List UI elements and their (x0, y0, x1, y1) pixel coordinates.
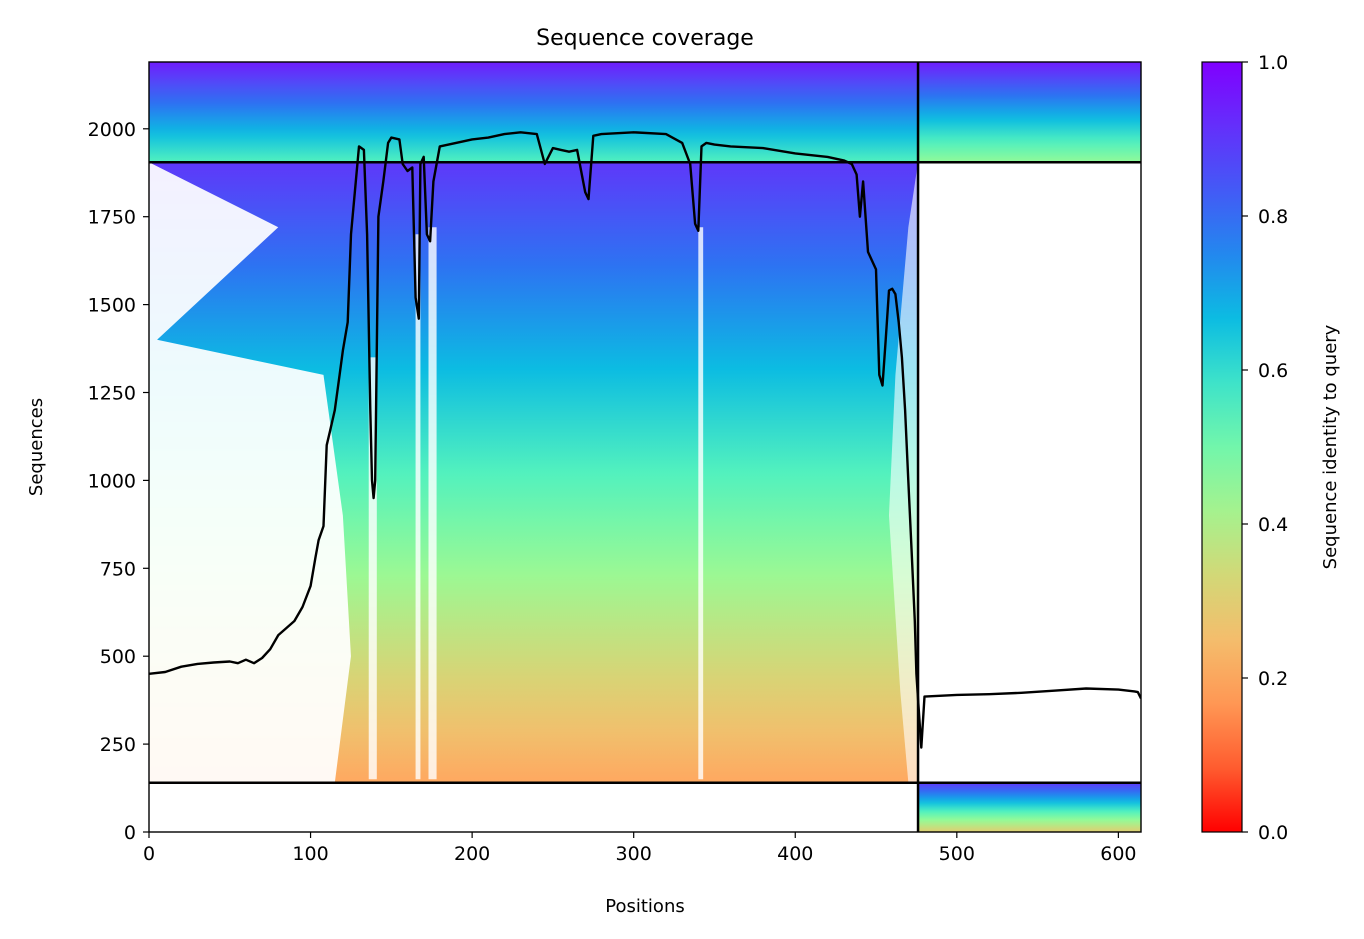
y-axis: 0 250 500 750 1000 1250 1500 1750 2000 (88, 119, 149, 844)
y-tick-label: 250 (100, 734, 136, 756)
x-tick-label: 500 (939, 843, 975, 865)
y-tick-label: 500 (100, 646, 136, 668)
gap-column (428, 227, 437, 780)
coverage-block (149, 62, 919, 163)
unaligned-region (888, 162, 919, 783)
gap-column (698, 227, 704, 780)
gap-column (415, 234, 421, 780)
colorbar-label: Sequence identity to query (1320, 324, 1341, 569)
y-tick-label: 750 (100, 558, 136, 580)
y-tick-label: 2000 (88, 119, 136, 141)
coverage-line (149, 131, 1141, 749)
coverage-block (918, 782, 1141, 832)
colorbar-tick-label: 0.4 (1258, 514, 1288, 536)
x-tick-label: 200 (454, 843, 490, 865)
x-tick-label: 400 (777, 843, 813, 865)
y-tick-label: 1250 (88, 383, 136, 405)
coverage-block (918, 62, 1141, 163)
y-tick-label: 1000 (88, 470, 136, 492)
plot-frame (148, 61, 1142, 833)
plot-area (148, 61, 1142, 833)
colorbar-tick-label: 0.6 (1258, 360, 1288, 382)
y-tick-label: 1500 (88, 295, 136, 317)
x-tick-label: 0 (143, 843, 155, 865)
unaligned-region (149, 162, 351, 783)
x-tick-label: 100 (292, 843, 328, 865)
x-axis-label: Positions (605, 896, 684, 917)
x-axis: 0 100 200 300 400 500 600 (143, 832, 1137, 865)
x-tick-label: 600 (1100, 843, 1136, 865)
colorbar-tick-label: 0.0 (1258, 822, 1288, 844)
y-axis-label: Sequences (26, 398, 47, 496)
chart-title: Sequence coverage (536, 26, 754, 51)
y-tick-label: 1750 (88, 207, 136, 229)
gap-column (368, 357, 377, 780)
y-tick-label: 0 (124, 822, 136, 844)
x-tick-label: 300 (616, 843, 652, 865)
colorbar-tick-label: 0.2 (1258, 668, 1288, 690)
colorbar: 0.0 0.2 0.4 0.6 0.8 1.0 (1201, 52, 1288, 844)
colorbar-tick-label: 0.8 (1258, 206, 1288, 228)
colorbar-gradient (1201, 61, 1243, 833)
colorbar-tick-label: 1.0 (1258, 52, 1288, 74)
